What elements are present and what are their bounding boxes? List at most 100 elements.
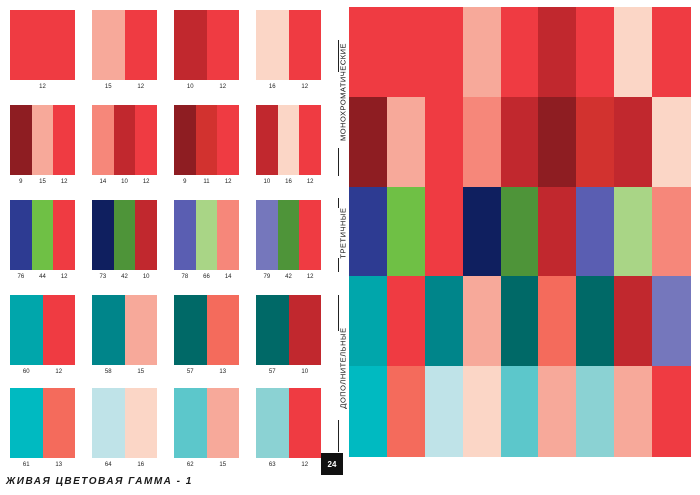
mosaic-cell <box>462 7 502 98</box>
swatch-code-label: 12 <box>219 84 227 90</box>
mosaic-cell <box>614 7 653 98</box>
swatch-segment <box>256 105 278 175</box>
swatch-code-label: 9 <box>19 179 23 185</box>
swatch-code-label: 58 <box>104 369 112 375</box>
mosaic-cell <box>576 366 615 457</box>
swatch-code-label: 61 <box>22 462 30 468</box>
swatch-segment <box>42 295 75 365</box>
swatch-segment <box>288 10 321 80</box>
swatch-code-label: 13 <box>219 369 227 375</box>
section-arrow-line <box>338 258 339 272</box>
swatch-code-label: 78 <box>181 274 189 280</box>
mosaic-cell <box>652 96 691 188</box>
swatch-code-label: 14 <box>224 274 232 280</box>
swatch-segment <box>206 388 239 458</box>
mosaic-cell <box>349 7 388 98</box>
swatch-segment <box>113 105 136 175</box>
mosaic-cell <box>614 186 653 277</box>
swatch-segment <box>10 295 43 365</box>
section-label-complementary: ДОПОЛНИТЕЛЬНЫЕ <box>338 327 348 409</box>
mosaic-cell <box>576 96 615 188</box>
swatch-segment <box>31 200 54 270</box>
swatch-code-label: 42 <box>121 274 128 280</box>
swatch-panel: 12 15 12 10 12 16 12 9 15 12 14 10 12 9 11 12 10 16 12 76 44… <box>0 0 330 495</box>
swatch-segment <box>299 200 321 270</box>
color-swatch <box>92 105 157 175</box>
mosaic-cell <box>652 7 691 98</box>
mosaic-cell <box>424 366 464 457</box>
color-swatch <box>10 200 75 270</box>
swatch-segment <box>174 105 196 175</box>
swatch-code-label: 12 <box>301 462 309 468</box>
mosaic-cell <box>614 366 653 457</box>
color-swatch <box>256 388 321 458</box>
swatch-segment <box>92 105 114 175</box>
swatch-segment <box>42 388 75 458</box>
swatch-code-label: 12 <box>137 84 145 90</box>
swatch-code-label: 12 <box>224 179 232 185</box>
swatch-segment <box>174 10 207 80</box>
mosaic-cell <box>349 186 388 277</box>
mosaic-cell <box>424 276 464 367</box>
swatch-segment <box>299 105 321 175</box>
color-swatch <box>10 388 75 458</box>
swatch-code-label: 57 <box>186 369 194 375</box>
swatch-code-label: 44 <box>39 274 46 280</box>
swatch-code-label: 12 <box>55 369 63 375</box>
mosaic-cell <box>462 186 502 277</box>
page-number: 24 <box>321 453 343 475</box>
swatch-code-label: 12 <box>301 84 309 90</box>
swatch-segment <box>10 388 43 458</box>
swatch-segment <box>31 105 54 175</box>
swatch-segment <box>92 10 125 80</box>
swatch-code-label: 15 <box>137 369 145 375</box>
color-swatch <box>92 295 157 365</box>
swatch-code-label: 16 <box>268 84 276 90</box>
color-swatch <box>256 105 321 175</box>
mosaic-cell <box>386 96 426 188</box>
mosaic-cell <box>614 276 653 367</box>
swatch-segment <box>92 388 125 458</box>
mosaic-cell <box>652 366 691 457</box>
swatch-segment <box>124 10 157 80</box>
mosaic-cell <box>576 7 615 98</box>
color-swatch <box>174 295 239 365</box>
swatch-segment <box>124 295 157 365</box>
swatch-code-label: 63 <box>268 462 276 468</box>
color-swatch <box>92 388 157 458</box>
section-arrow-line <box>338 295 339 331</box>
color-swatch <box>10 295 75 365</box>
color-swatch <box>256 10 321 80</box>
color-swatch <box>256 295 321 365</box>
swatch-segment <box>288 388 321 458</box>
swatch-code-label: 60 <box>22 369 30 375</box>
color-swatch <box>10 10 75 80</box>
mosaic-cell <box>538 7 577 98</box>
swatch-segment <box>174 388 207 458</box>
swatch-code-label: 9 <box>183 179 187 185</box>
swatch-segment <box>53 105 75 175</box>
swatch-segment <box>10 10 75 80</box>
mosaic-cell <box>500 7 540 98</box>
color-swatch <box>174 10 239 80</box>
section-arrow-line <box>338 420 339 452</box>
mosaic-cell <box>500 366 540 457</box>
swatch-code-label: 57 <box>268 369 276 375</box>
swatch-code-label: 10 <box>142 274 150 280</box>
section-arrow-line <box>338 198 339 208</box>
swatch-code-label: 16 <box>137 462 145 468</box>
swatch-segment <box>256 295 289 365</box>
mosaic-cell <box>576 186 615 277</box>
color-swatch <box>10 105 75 175</box>
section-arrow-line <box>338 40 339 72</box>
swatch-segment <box>288 295 321 365</box>
swatch-segment <box>277 105 300 175</box>
mosaic-cell <box>349 276 388 367</box>
palette-mosaic <box>349 7 691 457</box>
swatch-segment <box>124 388 157 458</box>
swatch-segment <box>206 10 239 80</box>
swatch-segment <box>10 200 32 270</box>
swatch-code-label: 62 <box>186 462 194 468</box>
mosaic-cell <box>500 186 540 277</box>
mosaic-cell <box>614 96 653 188</box>
